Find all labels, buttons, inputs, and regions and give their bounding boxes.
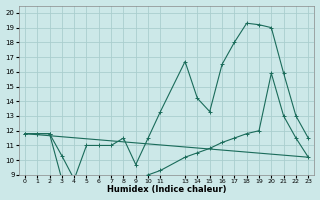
X-axis label: Humidex (Indice chaleur): Humidex (Indice chaleur) — [107, 185, 226, 194]
